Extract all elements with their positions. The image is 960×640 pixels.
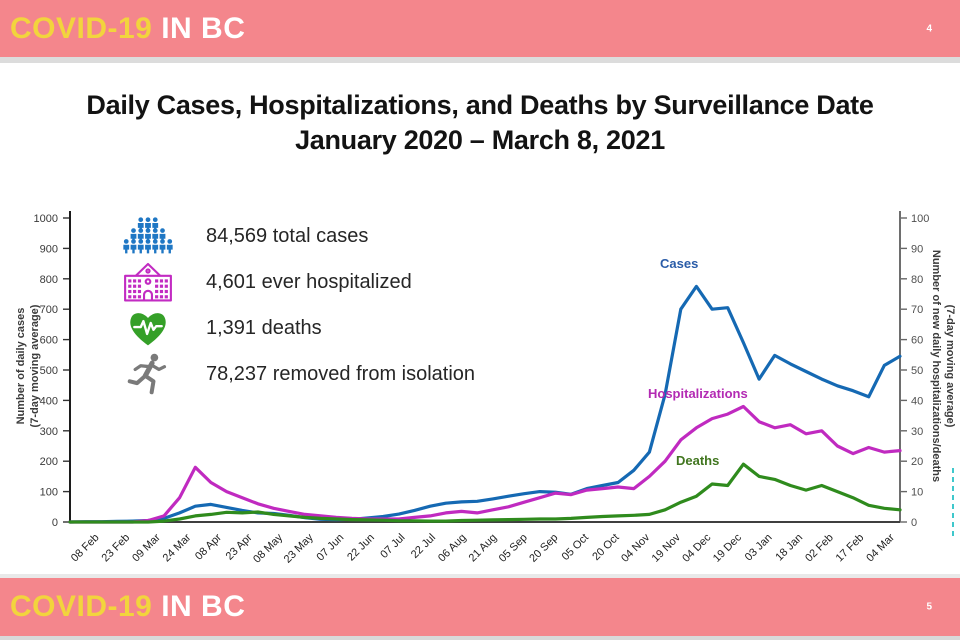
header-divider: [0, 57, 960, 63]
x-tick-label: 22 Jun: [345, 532, 377, 564]
y-right-tick-label: 10: [911, 487, 923, 499]
y-left-axis-subtitle: (7-day moving average): [29, 304, 41, 427]
brand-title-footer: COVID-19 IN BC: [10, 590, 245, 624]
y-left-tick-label: 0: [52, 517, 58, 529]
x-tick-label: 08 Apr: [193, 531, 224, 562]
y-right-tick-label: 60: [911, 335, 923, 347]
y-left-tick-label: 200: [40, 456, 58, 468]
footer-banner: COVID-19 IN BC 5: [0, 578, 960, 636]
x-tick-label: 18 Jan: [773, 532, 805, 564]
x-tick-label: 22 Jul: [409, 532, 438, 561]
x-tick-label: 20 Oct: [590, 532, 621, 563]
x-tick-label: 23 May: [282, 531, 316, 565]
stat-hospitalized-text: 4,601 ever hospitalized: [206, 270, 412, 293]
y-left-tick-label: 500: [40, 365, 58, 377]
slide-title: Daily Cases, Hospitalizations, and Death…: [0, 88, 960, 158]
y-left-tick-label: 800: [40, 274, 58, 286]
stat-removed-isolation: 78,237 removed from isolation: [116, 351, 475, 397]
x-tick-label: 21 Aug: [467, 532, 500, 565]
brand-covid19: COVID-19: [10, 11, 153, 45]
series-line-cases: [68, 284, 902, 524]
y-right-tick-label: 0: [911, 517, 917, 529]
y-left-tick-label: 600: [40, 335, 58, 347]
x-tick-label: 24 Mar: [161, 531, 194, 564]
covid-line-chart: 0 100 200 300 400 500 600 700 800 900 1000 0 10 20 30 4…: [15, 211, 956, 566]
series-label-deaths: Deaths: [676, 453, 719, 468]
series-line-hospitalizations: [68, 404, 902, 524]
y-left-axis-title: Number of daily cases: [15, 308, 27, 425]
y-right-tick-label: 90: [911, 243, 923, 255]
stat-deaths: 1,391 deaths: [116, 305, 475, 351]
stat-total-cases-text: 84,569 total cases: [206, 224, 369, 247]
x-tick-label: 07 Jul: [378, 532, 407, 561]
x-tick-label: 09 Mar: [130, 531, 163, 564]
stat-hospitalized: 4,601 ever hospitalized: [116, 259, 475, 305]
header-banner: COVID-19 IN BC 4: [0, 0, 960, 57]
series-label-hospitalizations: Hospitalizations: [648, 386, 748, 401]
x-tick-label: 19 Dec: [711, 531, 744, 564]
y-left-tick-label: 400: [40, 395, 58, 407]
y-right-tick-label: 50: [911, 365, 923, 377]
x-tick-label: 07 Jun: [315, 532, 347, 564]
series-line-deaths: [68, 462, 902, 524]
y-right-tick-label: 30: [911, 426, 923, 438]
page-number: 4: [926, 23, 932, 34]
x-tick-label: 04 Mar: [864, 531, 897, 564]
chart-area: 0 100 200 300 400 500 600 700 800 900 1000 0 10 20 30 4…: [0, 195, 960, 575]
y-left-tick-label: 100: [40, 487, 58, 499]
slide-title-line2: January 2020 – March 8, 2021: [295, 125, 665, 155]
y-left-tick-label: 900: [40, 243, 58, 255]
x-tick-label: 06 Aug: [436, 532, 469, 565]
y-right-tick-label: 20: [911, 456, 923, 468]
x-tick-label: 20 Sep: [527, 532, 560, 565]
x-tick-label: 03 Jan: [743, 532, 775, 564]
y-right-tick-label: 40: [911, 395, 923, 407]
x-tick-label: 05 Oct: [560, 532, 591, 563]
heart-ekg-icon: [116, 307, 180, 349]
x-tick-label: 04 Nov: [619, 531, 652, 564]
x-tick-label: 04 Dec: [680, 531, 713, 564]
y-right-tick-label: 100: [911, 213, 929, 225]
hospital-icon: [116, 260, 180, 304]
x-tick-label: 23 Apr: [224, 531, 255, 562]
y-left-tick-label: 300: [40, 426, 58, 438]
y-right-tick-label: 70: [911, 304, 923, 316]
y-right-axis-title: Number of new daily hospitalizations/dea…: [930, 250, 942, 482]
bottom-edge: [0, 636, 960, 640]
running-person-icon: [116, 351, 180, 397]
brand-covid19-footer: COVID-19: [10, 590, 153, 623]
series-label-cases: Cases: [660, 256, 698, 271]
summary-legend: 84,569 total cases: [116, 213, 475, 397]
brand-title: COVID-19 IN BC: [10, 12, 245, 46]
x-tick-label: 08 May: [251, 531, 285, 565]
x-tick-label: 17 Feb: [834, 532, 867, 565]
stat-deaths-text: 1,391 deaths: [206, 316, 322, 339]
slide-title-line1: Daily Cases, Hospitalizations, and Death…: [86, 90, 874, 120]
y-left-tick-label: 700: [40, 304, 58, 316]
x-tick-label: 05 Sep: [497, 532, 530, 565]
x-tick-label: 02 Feb: [803, 532, 836, 565]
brand-in-bc: IN BC: [152, 11, 246, 45]
y-left-tick-label: 1000: [34, 213, 58, 225]
x-tick-label: 23 Feb: [100, 532, 133, 565]
brand-in-bc-footer: IN BC: [152, 590, 246, 623]
y-right-axis-subtitle: (7-day moving average): [944, 305, 956, 428]
footer-divider: [0, 574, 960, 578]
stat-removed-isolation-text: 78,237 removed from isolation: [206, 362, 476, 385]
stat-total-cases: 84,569 total cases: [116, 213, 475, 259]
x-tick-label: 08 Feb: [69, 532, 102, 565]
page-number-footer: 5: [926, 601, 932, 613]
x-tick-label: 19 Nov: [650, 531, 683, 564]
people-crowd-icon: [116, 216, 180, 256]
y-right-tick-label: 80: [911, 274, 923, 286]
